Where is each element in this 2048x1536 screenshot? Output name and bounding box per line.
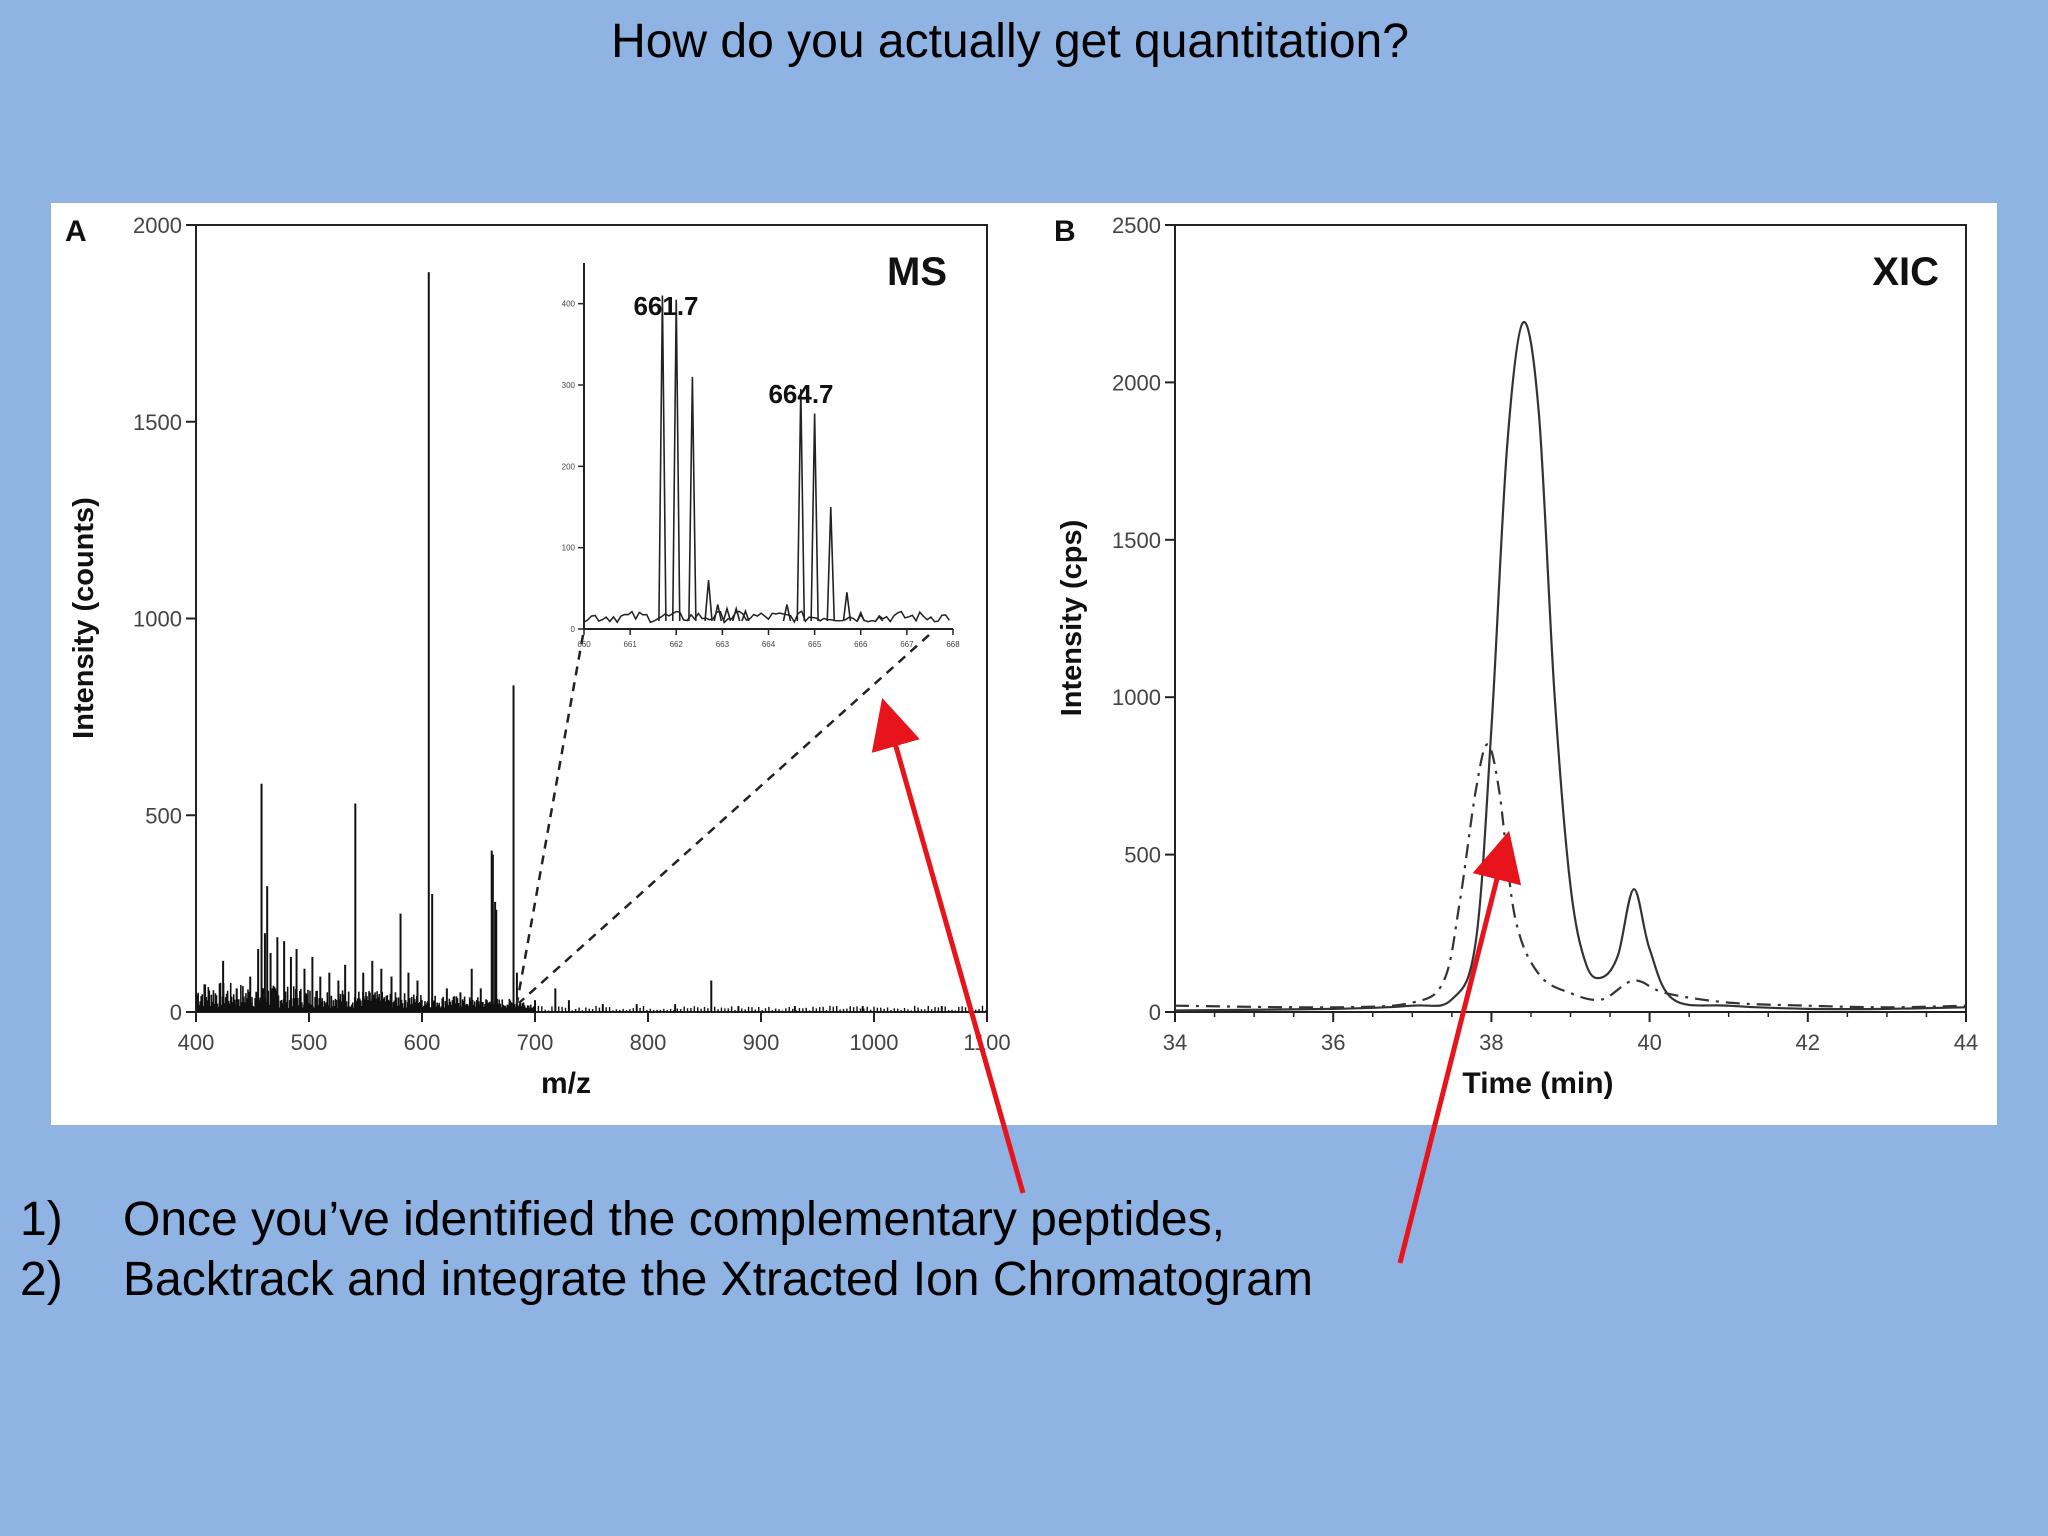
bullet-number-1: 1): [20, 1193, 63, 1246]
inset-peak: [713, 604, 723, 622]
slide-title: How do you actually get quantitation?: [611, 15, 1409, 68]
inset-peak: [826, 506, 836, 622]
bullet-item-2: 2) Backtrack and integrate the Xtracted …: [20, 1250, 1520, 1310]
inset-x-ticks: 660 661 662 663 664 665 666 667 668: [577, 629, 960, 649]
inset-peak: [875, 615, 884, 622]
inset-x-tick-label: 663: [716, 640, 730, 649]
xic-chart-title: XIC: [1872, 250, 1939, 294]
inset-peak: [856, 610, 865, 622]
ms-y-ticks: 0 500 1000 1500 2000: [133, 213, 196, 1025]
inset-y-tick-label: 400: [562, 300, 576, 309]
ms-y-tick-label: 1500: [133, 410, 182, 435]
bullet-item-1: 1) Once you’ve identified the complement…: [20, 1190, 1520, 1250]
inset-peak: [731, 605, 741, 622]
ms-y-tick-label: 1000: [133, 607, 182, 632]
xic-x-tick-label: 36: [1321, 1030, 1345, 1055]
xic-y-tick-label: 2000: [1112, 370, 1161, 395]
xic-y-ticks: 0 500 1000 1500 2000 2500: [1112, 213, 1175, 1025]
ms-plot-frame: [195, 224, 988, 1013]
bullet-number-2: 2): [20, 1253, 63, 1306]
ms-y-tick-label: 500: [145, 803, 182, 828]
inset-x-tick-label: 668: [946, 640, 960, 649]
xic-y-tick-label: 500: [1124, 843, 1161, 868]
inset-peak: [722, 605, 732, 622]
ms-y-axis-label: Intensity (counts): [68, 497, 100, 739]
inset-spectrum-series: [583, 295, 950, 624]
ms-x-tick-label: 800: [630, 1030, 667, 1055]
inset-peak: [741, 608, 750, 622]
bullet-list: 1) Once you’ve identified the complement…: [20, 1190, 1520, 1310]
inset-baseline: [583, 610, 950, 624]
inset-y-tick-label: 200: [562, 462, 576, 471]
xic-y-tick-label: 2500: [1112, 213, 1161, 238]
xic-x-tick-label: 44: [1954, 1030, 1978, 1055]
inset-annotation-661: 661.7: [633, 291, 698, 321]
inset-peak: [842, 592, 852, 622]
xic-y-axis-label: Intensity (cps): [1056, 520, 1088, 717]
inset-y-tick-label: 100: [562, 544, 576, 553]
xic-chart: B XIC Time (min) Intensity (cps) 34 36 38 4…: [1054, 213, 1978, 1100]
inset-peak: [658, 295, 667, 622]
xic-y-tick-label: 1000: [1112, 685, 1161, 710]
xic-y-tick-label: 0: [1149, 1000, 1161, 1025]
inset-x-tick-label: 667: [900, 640, 914, 649]
ms-y-tick-label: 2000: [133, 213, 182, 238]
xic-x-axis-label: Time (min): [1462, 1067, 1613, 1100]
inset-x-tick-label: 660: [577, 640, 591, 649]
zoom-line-left: [515, 634, 585, 1004]
inset-y-tick-label: 300: [562, 381, 576, 390]
xic-x-ticks: 34 36 38 40 42 44: [1163, 1012, 1978, 1055]
figure-svg: A MS m/z Intensity (counts) 400 500 600 700…: [65, 213, 1978, 1100]
ms-x-tick-label: 500: [291, 1030, 328, 1055]
xic-x-tick-label: 34: [1163, 1030, 1187, 1055]
unused: [443, 634, 521, 903]
inset-peak: [810, 413, 819, 622]
figure-panel: A MS m/z Intensity (counts) 400 500 600 700…: [51, 203, 1997, 1125]
zoom-line-right: [518, 634, 930, 1004]
inset-peak: [671, 299, 681, 622]
ms-x-tick-label: 400: [178, 1030, 215, 1055]
ms-y-tick-label: 0: [170, 1000, 182, 1025]
panel-a-letter: A: [65, 215, 87, 248]
ms-chart-title: MS: [887, 250, 947, 294]
ms-x-tick-label: 1100: [963, 1030, 1010, 1055]
xic-y-tick-label: 1500: [1112, 528, 1161, 553]
ms-x-tick-label: 900: [743, 1030, 780, 1055]
inset-peak: [782, 604, 792, 622]
inset-peak: [796, 389, 806, 622]
xic-x-tick-label: 42: [1796, 1030, 1820, 1055]
inset-x-tick-label: 666: [854, 640, 868, 649]
ms-baseline-noise: [196, 982, 987, 1012]
ms-x-ticks: 400 500 600 700 800 900 1000 1100: [178, 1012, 1011, 1055]
xic-series-solid: [1174, 321, 1967, 1012]
inset-x-tick-label: 665: [808, 640, 822, 649]
ms-x-axis-label: m/z: [541, 1067, 591, 1100]
ms-inset-chart: 660 661 662 663 664 665 666 667 668 0 100 200 300 40…: [562, 263, 960, 649]
inset-annotation-664: 664.7: [768, 379, 833, 409]
inset-x-tick-label: 664: [762, 640, 776, 649]
ms-spectrum-series: [204, 272, 943, 1012]
xic-x-tick-label: 40: [1637, 1030, 1661, 1055]
inset-y-ticks: 0 100 200 300 400: [562, 300, 584, 634]
inset-x-tick-label: 661: [623, 640, 637, 649]
inset-peak: [688, 376, 697, 622]
xic-x-tick-label: 38: [1479, 1030, 1503, 1055]
ms-x-tick-label: 1000: [850, 1030, 899, 1055]
inset-x-tick-label: 662: [670, 640, 684, 649]
ms-x-tick-label: 700: [517, 1030, 554, 1055]
inset-y-tick-label: 0: [571, 625, 576, 634]
bullet-text-2: Backtrack and integrate the Xtracted Ion…: [123, 1253, 1313, 1306]
bullet-text-1: Once you’ve identified the complementary…: [123, 1193, 1225, 1246]
panel-b-letter: B: [1054, 215, 1076, 248]
xic-series-dashed: [1174, 743, 1967, 1009]
ms-x-tick-label: 600: [404, 1030, 441, 1055]
ms-chart: A MS m/z Intensity (counts) 400 500 600 700…: [65, 213, 1011, 1100]
inset-peak: [704, 580, 713, 622]
